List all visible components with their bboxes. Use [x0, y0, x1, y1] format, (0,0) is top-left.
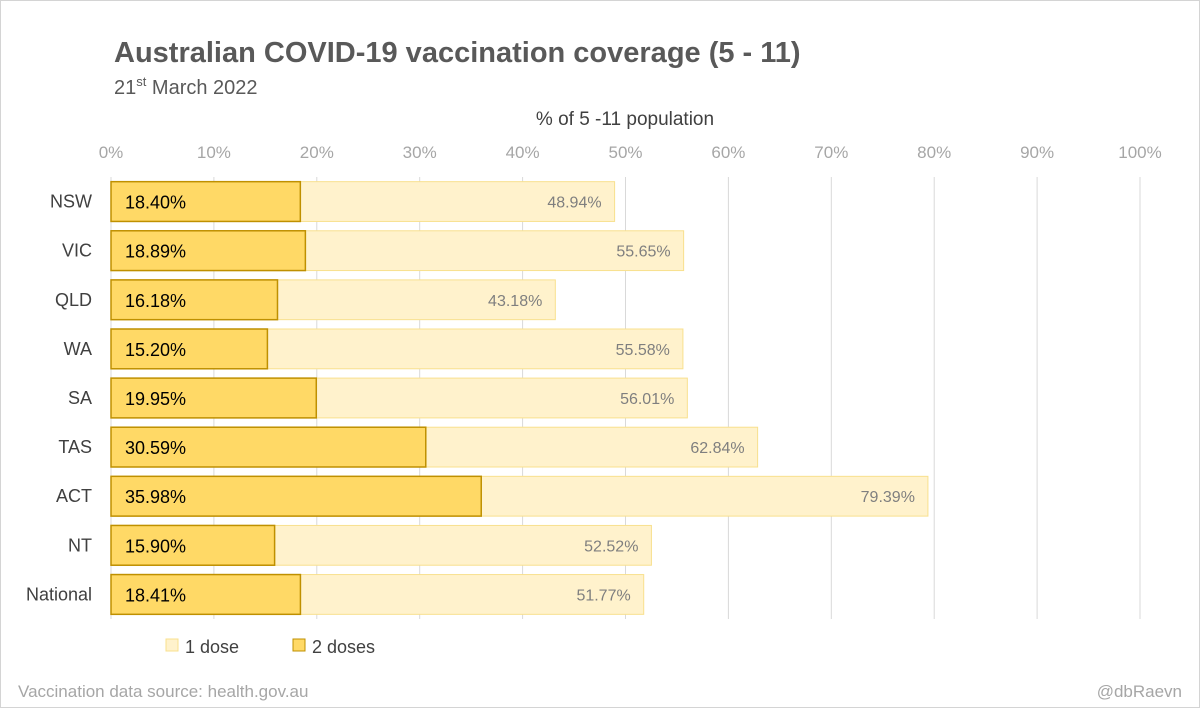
x-tick-label: 30%	[403, 143, 437, 162]
x-tick-label: 70%	[814, 143, 848, 162]
category-label: QLD	[55, 290, 92, 310]
x-tick-label: 20%	[300, 143, 334, 162]
x-tick-label: 0%	[99, 143, 124, 162]
subtitle-superscript: st	[136, 74, 147, 89]
bar-2-doses	[110, 328, 269, 370]
data-label-1-dose: 55.65%	[616, 244, 670, 261]
data-label-2-doses: 18.41%	[125, 585, 186, 605]
category-label: National	[26, 584, 92, 604]
data-label-1-dose: 51.77%	[576, 587, 630, 604]
x-tick-label: 40%	[506, 143, 540, 162]
subtitle-day: 21	[114, 77, 136, 99]
bars	[110, 180, 929, 616]
category-label: TAS	[58, 437, 92, 457]
data-label-1-dose: 62.84%	[690, 440, 744, 457]
data-label-2-doses: 30.59%	[125, 438, 186, 458]
data-label-2-doses: 35.98%	[125, 487, 186, 507]
data-label-2-doses: 18.89%	[125, 242, 186, 262]
bar-2-doses	[110, 279, 279, 321]
x-tick-label: 90%	[1020, 143, 1054, 162]
data-label-2-doses: 16.18%	[125, 291, 186, 311]
x-tick-label: 10%	[197, 143, 231, 162]
bar-2-doses	[110, 475, 482, 517]
x-axis-label: % of 5 -11 population	[536, 109, 714, 130]
chart-title: Australian COVID-19 vaccination coverage…	[114, 37, 801, 69]
data-label-1-dose: 56.01%	[620, 391, 674, 408]
chart-subtitle: 21st March 2022	[114, 74, 258, 99]
data-label-2-doses: 18.40%	[125, 193, 186, 213]
category-label: ACT	[56, 486, 92, 506]
legend: 1 dose 2 doses	[165, 637, 375, 657]
data-label-1-dose: 43.18%	[488, 293, 542, 310]
bar-2-doses	[110, 524, 276, 566]
legend-label-1-dose: 1 dose	[185, 637, 239, 657]
subtitle-rest: March 2022	[146, 77, 257, 99]
legend-label-2-doses: 2 doses	[312, 637, 375, 657]
x-tick-label: 100%	[1118, 143, 1161, 162]
bar-2-doses	[110, 377, 318, 419]
data-label-2-doses: 15.20%	[125, 340, 186, 360]
x-tick-label: 80%	[917, 143, 951, 162]
author-credit: @dbRaevn	[1097, 682, 1182, 701]
category-label: VIC	[62, 241, 92, 261]
x-tick-label: 60%	[711, 143, 745, 162]
bar-2-doses	[110, 230, 307, 272]
category-label: SA	[68, 388, 92, 408]
data-label-1-dose: 52.52%	[584, 538, 638, 555]
legend-swatch-1-dose	[165, 638, 179, 652]
legend-swatch-2-doses	[292, 638, 306, 652]
category-label: NSW	[50, 192, 92, 212]
bar-2-doses	[110, 426, 427, 468]
labels: 0% 10% 20% 30% 40% 50% 60% 70% 80% 90% 100% NSW 48.9…	[26, 143, 1162, 605]
category-label: NT	[68, 535, 92, 555]
data-label-1-dose: 55.58%	[616, 342, 670, 359]
bar-2-doses	[110, 180, 302, 223]
data-label-1-dose: 79.39%	[861, 489, 915, 506]
data-label-1-dose: 48.94%	[547, 195, 601, 212]
data-label-2-doses: 15.90%	[125, 536, 186, 556]
x-tick-label: 50%	[608, 143, 642, 162]
data-label-2-doses: 19.95%	[125, 389, 186, 409]
data-source-note: Vaccination data source: health.gov.au	[18, 682, 308, 701]
category-label: WA	[64, 339, 92, 359]
bar-2-doses	[110, 573, 302, 616]
